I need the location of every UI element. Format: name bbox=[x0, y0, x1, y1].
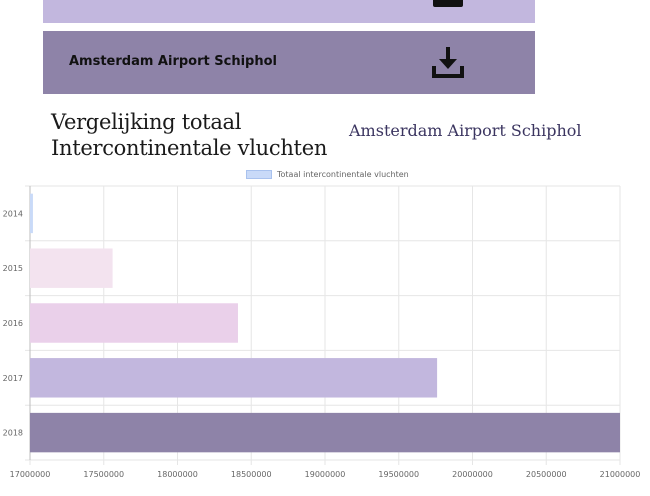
y-tick-label: 2016 bbox=[3, 319, 23, 328]
bar-2017 bbox=[30, 358, 438, 398]
download-bar-schiphol[interactable]: Amsterdam Airport Schiphol bbox=[43, 31, 535, 94]
y-tick-label: 2018 bbox=[3, 429, 23, 438]
x-tick-label: 20500000 bbox=[526, 470, 567, 479]
download-bar-label: Amsterdam Airport Schiphol bbox=[69, 54, 277, 69]
x-tick-label: 19500000 bbox=[378, 470, 419, 479]
y-tick-label: 2017 bbox=[3, 374, 23, 383]
x-tick-label: 21000000 bbox=[600, 470, 641, 479]
bar-2014 bbox=[30, 193, 33, 234]
x-tick-label: 17500000 bbox=[83, 470, 124, 479]
chart-title-line: Vergelijking totaal bbox=[51, 110, 242, 134]
x-tick-label: 20000000 bbox=[452, 470, 493, 479]
download-bar-top[interactable] bbox=[43, 0, 535, 23]
chart-title: Vergelijking totaal Intercontinentale vl… bbox=[51, 109, 327, 161]
download-icon[interactable] bbox=[431, 0, 465, 8]
chart-subtitle: Amsterdam Airport Schiphol bbox=[349, 121, 582, 140]
download-icon[interactable] bbox=[431, 45, 465, 79]
chart-title-line: Intercontinentale vluchten bbox=[51, 136, 328, 160]
chart-legend[interactable]: Totaal intercontinentale vluchten bbox=[246, 168, 409, 180]
y-tick-label: 2014 bbox=[3, 209, 23, 218]
x-tick-label: 17000000 bbox=[10, 470, 51, 479]
legend-swatch bbox=[246, 169, 272, 179]
bar-2016 bbox=[30, 303, 238, 343]
y-tick-label: 2015 bbox=[3, 264, 23, 273]
x-tick-label: 18000000 bbox=[157, 470, 198, 479]
bar-2015 bbox=[30, 248, 113, 288]
bar-2018 bbox=[30, 412, 620, 453]
legend-label: Totaal intercontinentale vluchten bbox=[277, 169, 409, 179]
x-tick-label: 18500000 bbox=[231, 470, 272, 479]
x-tick-label: 19000000 bbox=[305, 470, 346, 479]
